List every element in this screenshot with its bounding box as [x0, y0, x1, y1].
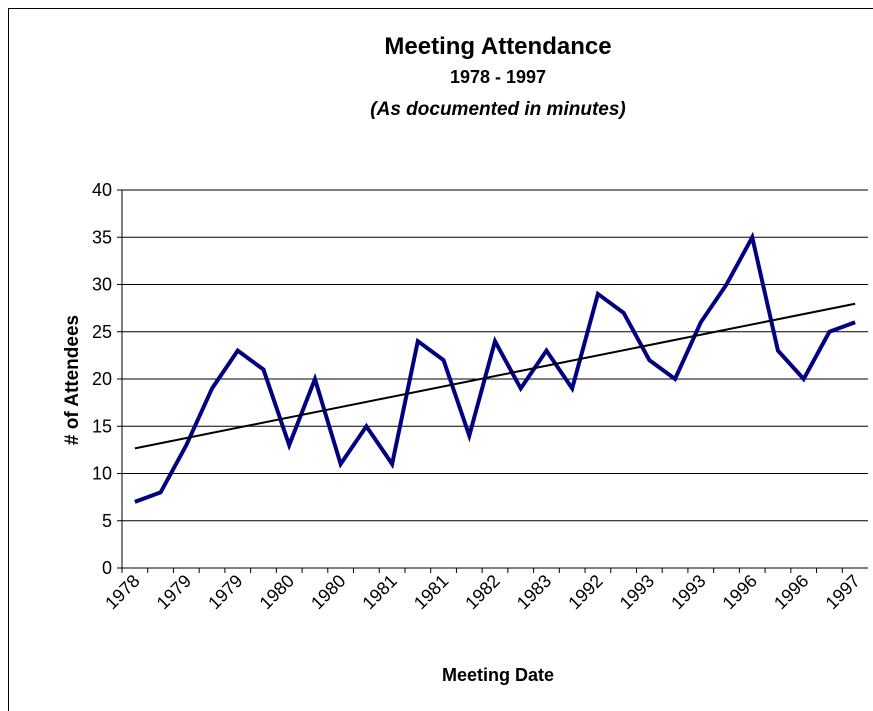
x-tick-label: 1982: [461, 571, 503, 613]
x-tick-label: 1980: [307, 571, 349, 613]
y-tick-label: 10: [92, 464, 112, 484]
x-tick-label: 1993: [667, 571, 709, 613]
x-tick-label: 1997: [822, 571, 864, 613]
y-tick-label: 15: [92, 416, 112, 436]
chart-note: (As documented in minutes): [370, 99, 625, 120]
x-axis-label: Meeting Date: [442, 665, 554, 685]
x-tick-label: 1979: [153, 571, 195, 613]
x-tick-label: 1992: [564, 571, 606, 613]
trendline: [134, 302, 856, 450]
y-tick-label: 0: [102, 558, 112, 578]
x-tick-label: 1996: [719, 571, 761, 613]
x-tick-label: 1993: [616, 571, 658, 613]
x-tick-label: 1996: [770, 571, 812, 613]
x-tick-label: 1981: [410, 571, 452, 613]
chart-border: [8, 8, 873, 711]
y-tick-label: 25: [92, 322, 112, 342]
y-tick-label: 35: [92, 227, 112, 247]
x-tick-label: 1981: [358, 571, 400, 613]
y-axis-label: # of Attendees: [62, 315, 83, 445]
chart-title: Meeting Attendance: [384, 33, 611, 60]
y-tick-label: 40: [92, 180, 112, 200]
chart-subtitle: 1978 - 1997: [450, 67, 546, 87]
y-tick-label: 30: [92, 275, 112, 295]
x-tick-label: 1979: [204, 571, 246, 613]
x-tick-label: 1983: [513, 571, 555, 613]
line-series: [134, 231, 856, 504]
y-tick-label: 5: [102, 511, 112, 531]
x-tick-label: 1980: [256, 571, 298, 613]
y-tick-label: 20: [92, 369, 112, 389]
